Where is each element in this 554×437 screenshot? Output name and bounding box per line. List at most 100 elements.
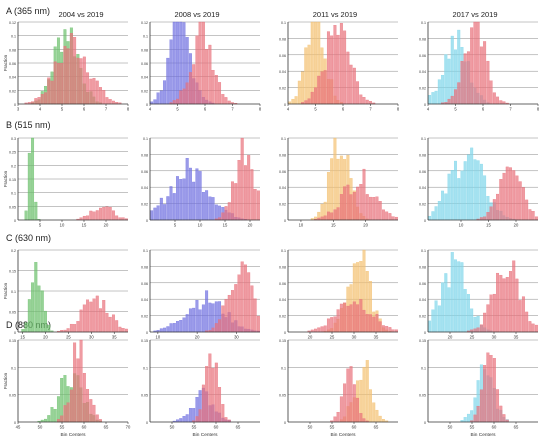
y-tick-label: 0.04 [279,70,286,74]
bar-2019 [82,372,86,423]
panel-1-3: 0 0.02 0.04 0.06 0.08 0.1 10 15 20 [419,137,538,228]
y-tick-label: 0.1 [421,21,426,25]
y-tick-label: 0 [146,421,148,425]
bar-2019 [60,62,64,105]
bar-2017 [447,173,451,221]
y-tick-label: 0.02 [279,203,286,207]
y-tick-label: 0.04 [419,186,426,190]
bar-2019 [82,56,86,105]
y-tick-label: 0.15 [9,270,16,274]
bar-2019 [172,100,176,105]
x-tick-label: 5 [61,107,64,112]
bar-2017 [437,305,441,333]
bar-2019 [214,323,218,333]
y-tick-label: 0.05 [419,394,426,398]
bar-2019 [534,216,538,221]
bar-2019 [89,210,93,221]
y-tick-label: 0 [424,421,426,425]
x-tick-label: 10 [299,223,304,228]
bar-2019 [95,80,99,105]
bar-2019 [336,207,340,221]
y-tick-label: 0.02 [9,89,16,93]
bar-2019 [76,321,80,333]
x-tick-label: 6 [83,107,86,112]
bar-2019 [256,315,260,333]
bar-2019 [362,168,366,221]
bar-2019 [356,186,360,221]
bar-2019 [188,72,192,105]
bar-2017 [434,300,438,333]
bar-2019 [365,99,369,105]
bar-2008 [182,416,186,423]
y-tick-label: 0.04 [141,298,148,302]
bar-2017 [457,261,461,333]
bar-2019 [47,77,51,105]
panel-0-2: 0 0.02 0.04 0.06 0.08 0.1 4 5 6 7 8 [279,21,400,112]
panel-1-1: 0 0.02 0.04 0.06 0.08 0.1 5 10 15 20 [141,137,260,228]
bar-2019 [326,318,330,333]
bar-2019 [356,81,360,105]
bar-2008 [214,204,218,221]
bar-2008 [150,210,154,221]
y-tick-label: 0.06 [279,282,286,286]
bar-2019 [79,58,83,105]
bar-2019 [489,80,493,105]
bar-2019 [89,399,93,423]
bar-2008 [182,317,186,333]
bar-2019 [534,324,538,333]
y-tick-label: 0.06 [419,54,426,58]
x-axis-label: Bin Centers [330,432,356,437]
bar-2019 [388,213,392,221]
bar-2019 [473,328,477,333]
bar-2019 [195,416,199,423]
bar-2019 [253,298,257,333]
bar-2019 [56,62,60,105]
bar-2019 [218,387,222,423]
bar-2019 [512,170,516,221]
bar-2017 [428,320,432,333]
bar-2019 [221,404,225,423]
y-tick-label: 0.02 [419,87,426,91]
bar-2019 [224,97,228,105]
bar-2004 [40,290,44,333]
bar-2019 [208,44,212,105]
bar-2019 [79,339,83,423]
bar-2019 [378,201,382,221]
x-tick-label: 5 [39,223,42,228]
row-label-c: C (630 nm) [6,233,52,243]
bar-2019 [509,167,512,221]
y-tick-label: 0.08 [141,153,148,157]
bar-2019 [479,46,483,105]
bar-2019 [95,210,99,221]
panel-0-0: 0 0.02 0.04 0.06 0.08 0.1 0.12 3 4 5 6 7 8 Fraction [3,21,130,112]
y-tick-label: 0 [424,331,426,335]
bar-2019 [218,319,222,333]
bar-2019 [317,75,321,105]
bar-2019 [320,71,324,105]
y-tick-label: 0.04 [9,76,16,80]
bar-2019 [496,96,500,105]
y-tick-label: 0.04 [419,298,426,302]
bar-2008 [211,303,215,333]
bar-2008 [159,90,163,105]
bar-2017 [470,147,474,221]
y-tick-label: 0.1 [421,249,426,253]
bar-2019 [362,418,366,423]
bar-2019 [502,278,506,333]
bar-2017 [437,200,441,221]
bar-2019 [483,41,487,105]
x-tick-label: 70 [126,425,131,430]
bar-2004 [21,329,25,333]
bar-2004 [31,137,35,221]
y-tick-label: 0.08 [419,153,426,157]
bar-2008 [195,168,199,221]
y-tick-label: 0.02 [141,89,148,93]
bar-2019 [118,326,122,333]
y-tick-label: 0.1 [281,249,286,253]
bar-2019 [314,87,317,105]
y-tick-label: 0.06 [9,62,16,66]
bar-2019 [243,264,247,333]
y-tick-label: 0.06 [279,170,286,174]
bar-2019 [333,25,337,105]
y-tick-label: 0.05 [279,394,286,398]
